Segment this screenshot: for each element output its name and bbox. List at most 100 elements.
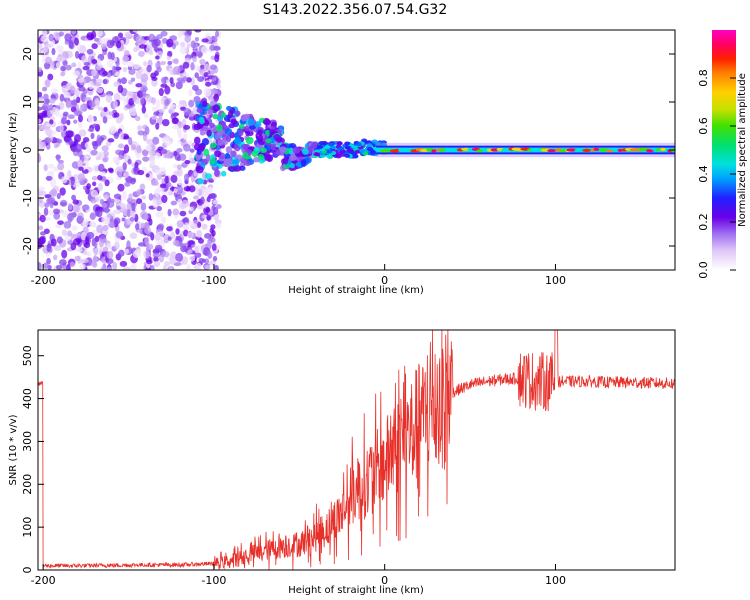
spectrogram-cell xyxy=(140,222,146,229)
spectrogram-cell xyxy=(210,224,216,230)
spectrogram-cell xyxy=(366,143,373,148)
spectrogram-cell xyxy=(144,236,150,246)
spectrogram-cell xyxy=(160,148,168,154)
spectrogram-cell xyxy=(71,194,77,201)
spectrogram-cell xyxy=(199,64,205,70)
snr-frame xyxy=(37,329,676,571)
spectrogram-cell xyxy=(221,170,227,177)
spectrogram-cell xyxy=(184,222,189,231)
spectrogram-cell xyxy=(215,221,222,229)
spectrogram-cell xyxy=(206,129,212,137)
snr-ytick-label: 500 xyxy=(21,345,34,366)
colorbar-tick-label: 0.0 xyxy=(697,261,710,279)
spectrogram-cell xyxy=(78,86,86,92)
spectrogram-cell xyxy=(183,173,190,182)
spectrogram-cell xyxy=(63,91,71,99)
spectrogram-cell xyxy=(166,38,174,48)
spectrogram-cell xyxy=(99,240,104,248)
spectrogram-cell xyxy=(194,252,202,258)
colorbar-tick-label: 0.2 xyxy=(697,213,710,231)
spectrogram-cell xyxy=(344,141,351,146)
spectrogram-cell xyxy=(136,144,142,154)
spectrogram-cell xyxy=(175,81,183,90)
spectrogram-cell xyxy=(157,223,165,230)
spectrogram-cell xyxy=(97,106,104,111)
spectrogram-cell xyxy=(182,61,190,69)
spectrogram-cell xyxy=(187,231,195,239)
spectrogram-cell xyxy=(88,100,97,108)
spectrogram-cell xyxy=(164,261,170,267)
spectrogram-xtick-label: -200 xyxy=(31,274,56,287)
spectrogram-cell xyxy=(142,156,150,162)
spectrogram-cell xyxy=(138,50,145,57)
spectrogram-cell xyxy=(58,31,64,37)
spectrogram-cell xyxy=(49,119,54,125)
spectrogram-cell xyxy=(257,129,263,136)
snr-ytick-label: 200 xyxy=(21,474,34,495)
spectrogram-cell xyxy=(56,192,61,200)
spectrogram-cell xyxy=(144,145,153,152)
spectrogram-cell xyxy=(178,30,183,36)
spectrogram-cell xyxy=(132,30,141,33)
spectrogram-cell xyxy=(117,143,125,149)
spectrogram-cell xyxy=(91,176,98,181)
spectrogram-cell xyxy=(113,217,121,225)
spectrogram-cell xyxy=(139,183,146,191)
colorbar-tick-label: 0.8 xyxy=(697,69,710,87)
spectrogram-cell xyxy=(123,171,130,178)
carrier-cell xyxy=(439,148,447,152)
spectrogram-cell xyxy=(167,60,173,66)
spectrogram-cell xyxy=(162,251,170,258)
spectrogram-cell xyxy=(152,115,158,120)
spectrogram-cell xyxy=(47,196,56,204)
spectrogram-cell xyxy=(82,65,90,71)
spectrogram-cell xyxy=(59,187,66,196)
spectrogram-cell xyxy=(317,144,324,149)
spectrogram-cell xyxy=(86,231,95,239)
spectrogram-cell xyxy=(113,209,119,215)
spectrogram-cell xyxy=(59,199,68,207)
spectrogram-cell xyxy=(164,139,172,147)
spectrogram-cell xyxy=(128,136,133,146)
spectrogram-cell xyxy=(265,145,272,151)
spectrogram-cell xyxy=(224,128,233,136)
colorbar-ticks: 0.0 0.2 0.4 0.6 0.8 xyxy=(697,69,736,279)
spectrogram-cell xyxy=(328,142,335,147)
spectrogram-cell xyxy=(173,58,179,65)
spectrogram-cell xyxy=(43,262,49,269)
spectrogram-cell xyxy=(212,199,220,205)
spectrogram-cell xyxy=(112,156,120,164)
spectrogram-cell xyxy=(76,215,84,224)
spectrogram-cell xyxy=(72,70,81,77)
spectrogram-cell xyxy=(326,149,333,154)
spectrogram-cell xyxy=(67,203,73,211)
spectrogram-cell xyxy=(152,199,157,209)
spectrogram-cell xyxy=(288,147,294,155)
spectrogram-cell xyxy=(96,64,102,71)
spectrogram-cell xyxy=(115,231,124,239)
spectrogram-cell xyxy=(102,246,109,252)
spectrogram-cell xyxy=(122,162,127,171)
spectrogram-cell xyxy=(128,193,133,203)
spectrogram-cell xyxy=(181,256,189,265)
spectrogram-cell xyxy=(60,71,66,77)
spectrogram-cell xyxy=(60,65,66,72)
spectrogram-cell xyxy=(196,107,204,114)
spectrogram-cell xyxy=(61,229,68,236)
spectrogram-ytick-label: -20 xyxy=(21,237,34,255)
snr-ytick-label: 0 xyxy=(21,567,34,574)
spectrogram-cell xyxy=(172,124,180,130)
spectrogram-cell xyxy=(300,159,307,168)
spectrogram-cell xyxy=(52,208,61,215)
spectrogram-cell xyxy=(38,153,41,163)
colorbar-gradient xyxy=(712,30,736,270)
spectrogram-cell xyxy=(170,231,176,239)
spectrogram-cell xyxy=(105,258,114,265)
spectrogram-cell xyxy=(133,63,140,70)
spectrogram-ytick-label: 20 xyxy=(21,47,34,61)
spectrogram-cell xyxy=(143,113,149,119)
spectrogram-cell xyxy=(144,226,151,235)
spectrogram-cell xyxy=(135,70,143,80)
snr-xtick-label: -200 xyxy=(31,574,56,587)
spectrogram-cell xyxy=(257,154,265,161)
